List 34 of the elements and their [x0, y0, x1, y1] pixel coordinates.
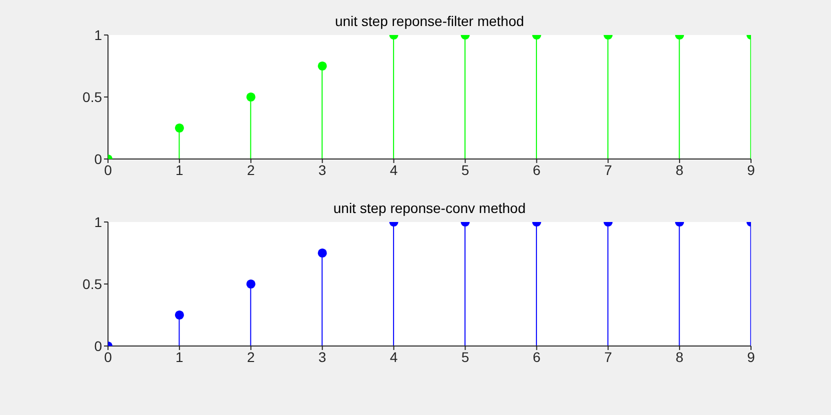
x-tick-label: 5	[461, 348, 470, 365]
x-tick-label: 3	[318, 348, 326, 365]
x-tick-label: 6	[532, 162, 541, 178]
point	[174, 310, 184, 320]
point	[246, 92, 256, 102]
y-tick-label: 0.5	[82, 88, 102, 105]
x-tick-label: 5	[461, 162, 470, 178]
x-tick-label: 2	[246, 348, 255, 365]
chart-title: unit step reponse-filter method	[334, 13, 526, 29]
point	[246, 279, 256, 289]
x-tick-label: 8	[676, 162, 684, 178]
point	[318, 248, 327, 258]
x-tick-label: 1	[176, 348, 184, 365]
x-tick-label: 0	[104, 348, 112, 365]
x-tick-label: 8	[676, 348, 684, 365]
x-tick-label: 7	[604, 162, 612, 178]
point	[318, 61, 327, 71]
x-tick-label: 9	[747, 348, 756, 365]
x-tick-label: 9	[747, 162, 756, 178]
x-tick-label: 7	[604, 348, 612, 365]
point	[174, 123, 184, 133]
x-tick-label: 0	[104, 162, 112, 178]
y-tick-label: 1	[94, 26, 102, 43]
x-tick-label: 4	[390, 162, 398, 178]
x-tick-label: 4	[390, 348, 398, 365]
y-tick-label: 0.5	[82, 276, 102, 292]
x-tick-label: 1	[176, 162, 184, 178]
y-tick-label: 1	[94, 214, 102, 230]
x-tick-label: 3	[318, 162, 326, 178]
y-tick-label: 0	[94, 338, 102, 354]
chart-title: unit step reponse-conv method	[332, 200, 527, 216]
x-tick-label: 6	[532, 348, 541, 365]
y-tick-label: 0	[94, 150, 102, 167]
x-tick-label: 2	[246, 162, 255, 178]
